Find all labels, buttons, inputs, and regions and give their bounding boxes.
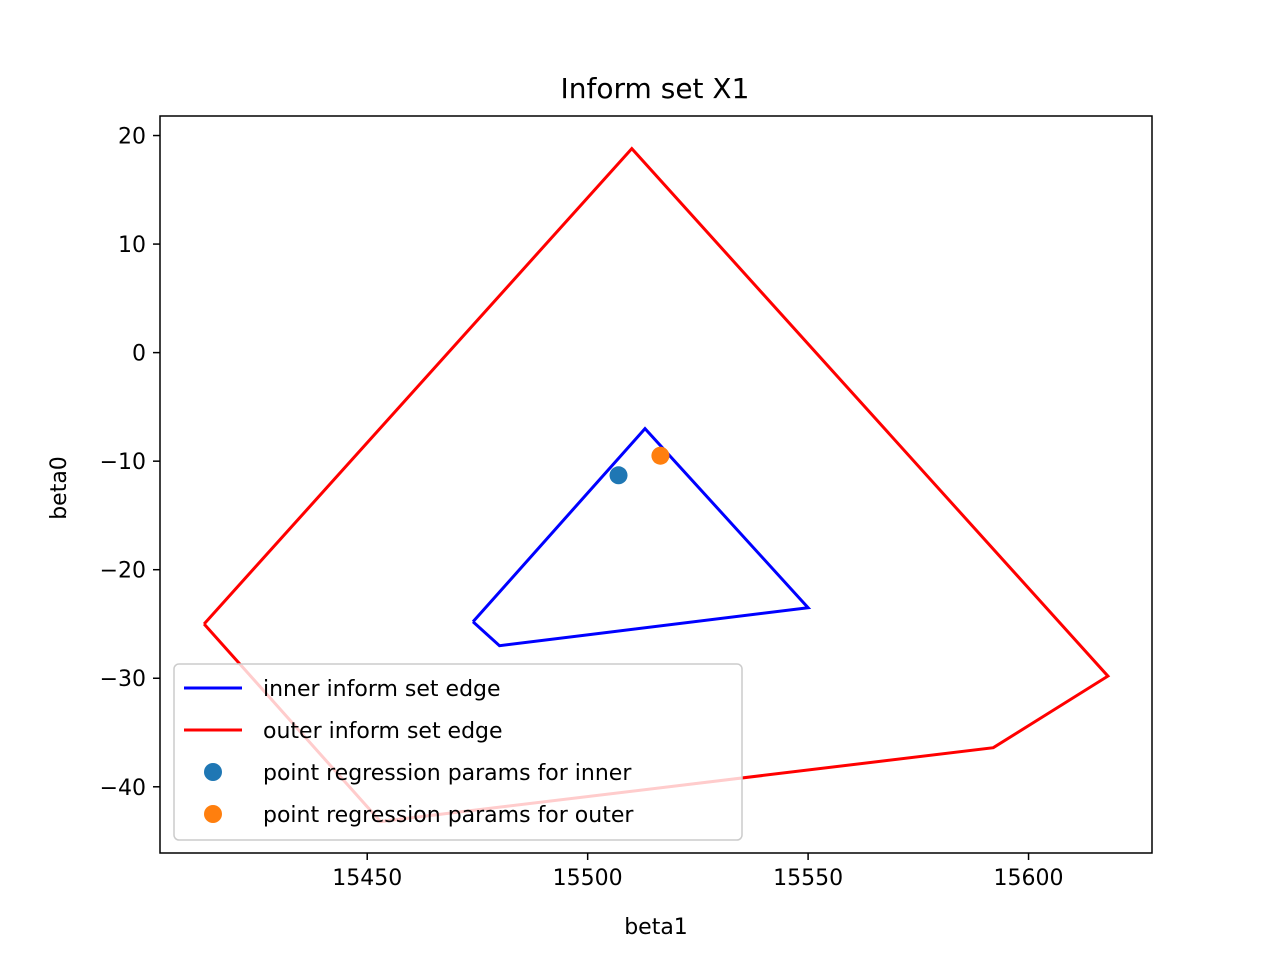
legend-label: point regression params for outer: [263, 803, 634, 828]
x-axis-ticks: 15450 15500 15550 15600: [332, 853, 1064, 891]
y-axis-label: beta0: [47, 456, 72, 520]
y-axis-ticks: 20 10 0 −10 −20 −30 −40: [100, 125, 160, 801]
legend-label: outer inform set edge: [263, 719, 503, 744]
x-tick-label: 15450: [332, 866, 402, 891]
series-point-2-0: [609, 466, 628, 485]
x-tick-label: 15500: [553, 866, 623, 891]
x-axis-label: beta1: [624, 915, 688, 940]
y-tick-label: 20: [118, 125, 146, 150]
series-line-0: [471, 426, 812, 648]
y-tick-label: −10: [100, 450, 146, 475]
y-tick-label: −30: [100, 667, 146, 692]
chart-title: Inform set X1: [561, 72, 750, 105]
y-tick-label: 10: [118, 233, 146, 258]
series-point-3-0: [651, 446, 670, 465]
legend: inner inform set edge outer inform set ed…: [173, 663, 743, 841]
y-tick-label: 0: [132, 342, 146, 367]
legend-marker-swatch: [204, 805, 222, 823]
legend-box: [173, 663, 743, 841]
legend-label: point regression params for inner: [263, 761, 632, 786]
x-tick-label: 15600: [994, 866, 1064, 891]
y-tick-label: −40: [100, 776, 146, 801]
y-tick-label: −20: [100, 559, 146, 584]
x-tick-label: 15550: [773, 866, 843, 891]
legend-label: inner inform set edge: [263, 677, 501, 702]
legend-marker-swatch: [204, 763, 222, 781]
axes-frame: [159, 115, 1153, 854]
